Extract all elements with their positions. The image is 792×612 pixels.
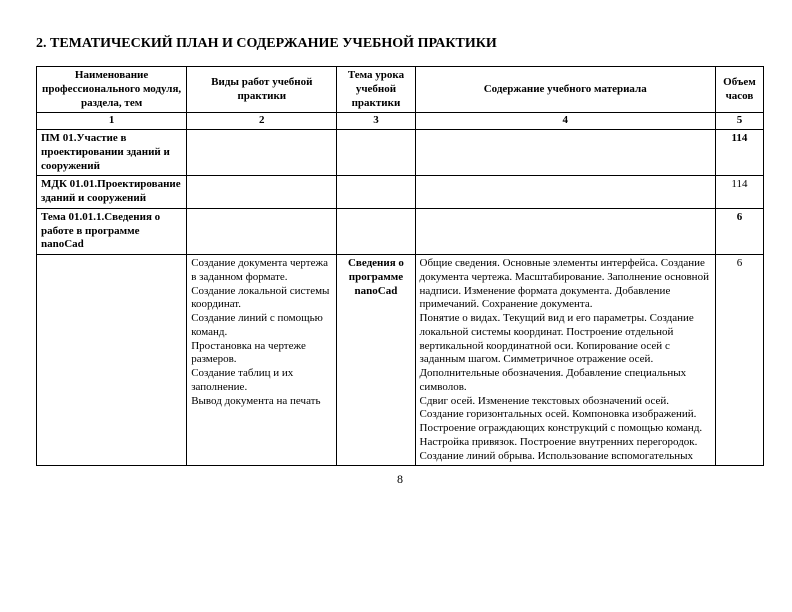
section-title: 2. ТЕМАТИЧЕСКИЙ ПЛАН И СОДЕРЖАНИЕ УЧЕБНО… [36, 36, 764, 52]
table-row: Создание документа чертежа в заданном фо… [37, 255, 764, 466]
colnum-1: 1 [37, 113, 187, 130]
cell-lesson-topic [337, 130, 415, 176]
header-lesson-topic: Тема урока учебной практики [337, 67, 415, 113]
cell-hours: 114 [715, 130, 763, 176]
cell-work-types [187, 130, 337, 176]
cell-work-types [187, 208, 337, 254]
cell-lesson-topic [337, 176, 415, 209]
colnum-4: 4 [415, 113, 715, 130]
cell-hours: 114 [715, 176, 763, 209]
page-number: 8 [36, 472, 764, 487]
colnum-3: 3 [337, 113, 415, 130]
cell-hours: 6 [715, 208, 763, 254]
table-row: Тема 01.01.1.Сведения о работе в програм… [37, 208, 764, 254]
table-number-row: 1 2 3 4 5 [37, 113, 764, 130]
table-header-row: Наименование профессионального модуля, р… [37, 67, 764, 113]
cell-module-name: ПМ 01.Участие в проектировании зданий и … [37, 130, 187, 176]
cell-work-types [187, 176, 337, 209]
cell-content [415, 130, 715, 176]
cell-module-name: МДК 01.01.Проектирование зданий и сооруж… [37, 176, 187, 209]
cell-work-types: Создание документа чертежа в заданном фо… [187, 255, 337, 466]
colnum-5: 5 [715, 113, 763, 130]
header-hours: Объем часов [715, 67, 763, 113]
header-module-name: Наименование профессионального модуля, р… [37, 67, 187, 113]
cell-content [415, 208, 715, 254]
curriculum-table: Наименование профессионального модуля, р… [36, 66, 764, 466]
table-row: ПМ 01.Участие в проектировании зданий и … [37, 130, 764, 176]
table-row: МДК 01.01.Проектирование зданий и сооруж… [37, 176, 764, 209]
header-work-types: Виды работ учебной практики [187, 67, 337, 113]
cell-lesson-topic: Сведения о программе nanoCad [337, 255, 415, 466]
cell-lesson-topic [337, 208, 415, 254]
cell-content: Общие сведения. Основные элементы интерф… [415, 255, 715, 466]
cell-hours: 6 [715, 255, 763, 466]
cell-module-name: Тема 01.01.1.Сведения о работе в програм… [37, 208, 187, 254]
header-content: Содержание учебного материала [415, 67, 715, 113]
colnum-2: 2 [187, 113, 337, 130]
cell-module-name [37, 255, 187, 466]
cell-content [415, 176, 715, 209]
